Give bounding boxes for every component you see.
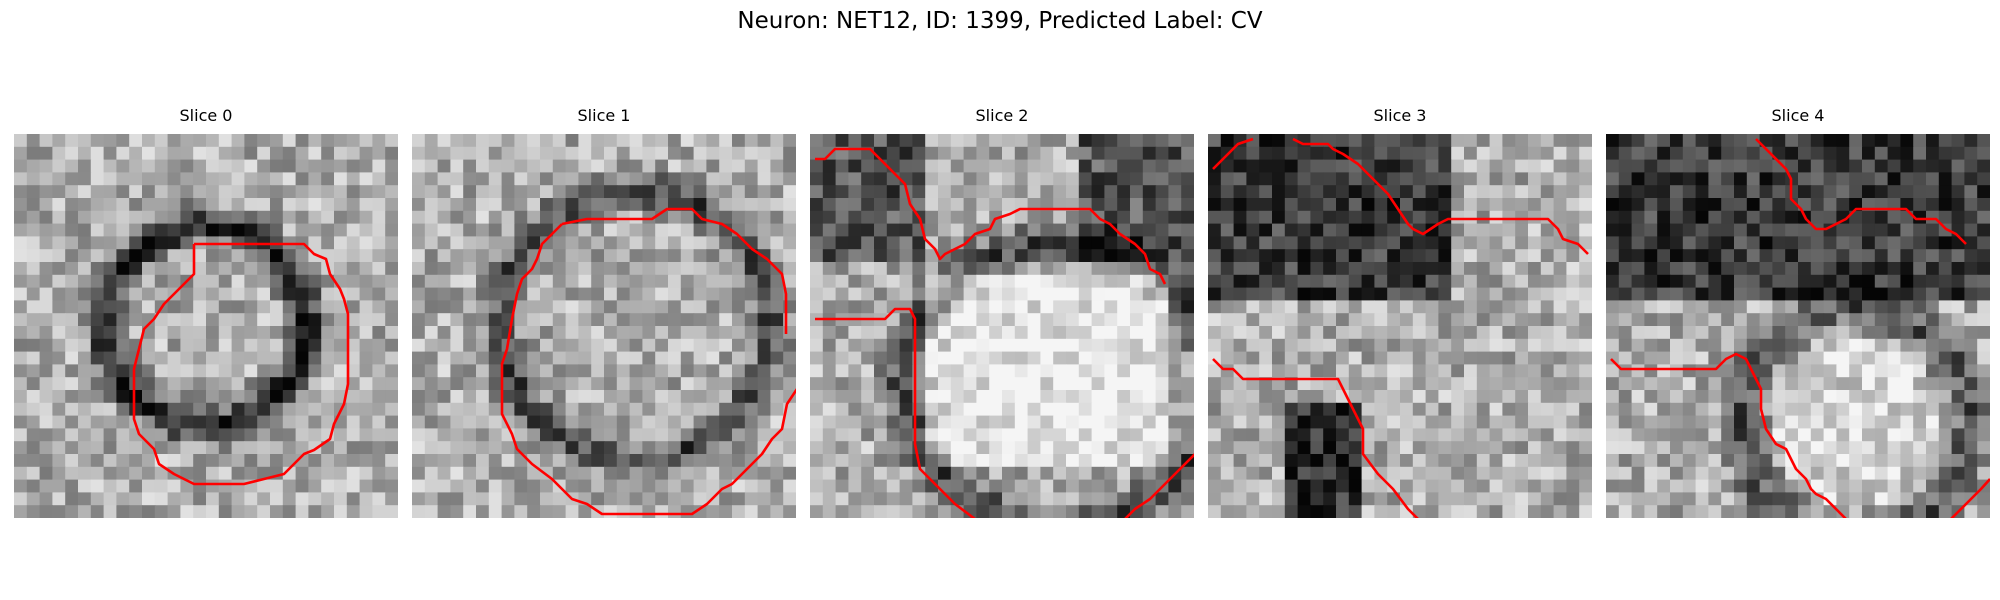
slice-image	[412, 134, 796, 518]
contour-line	[815, 147, 1167, 285]
slice-image	[1208, 134, 1592, 518]
slice-image	[810, 134, 1194, 518]
slice-panel-3: Slice 3	[1208, 106, 1592, 518]
contour-line	[1212, 137, 1254, 170]
contour-line	[1212, 358, 1419, 518]
contour-line	[132, 242, 350, 486]
slice-title: Slice 1	[577, 106, 631, 125]
slice-title: Slice 4	[1771, 106, 1825, 125]
segmentation-contour	[1212, 137, 1589, 518]
slice-title: Slice 2	[975, 106, 1029, 125]
contour-line	[1124, 453, 1194, 518]
segmentation-contour	[500, 207, 796, 516]
slice-image	[14, 134, 398, 518]
contour-line	[815, 307, 976, 518]
segmentation-contour	[1610, 138, 1990, 518]
contour-line	[500, 223, 796, 516]
slice-image	[1606, 134, 1990, 518]
slice-panel-0: Slice 0	[14, 106, 398, 518]
slice-panel-1: Slice 1	[412, 106, 796, 518]
slice-panel-2: Slice 2	[810, 106, 1194, 518]
segmentation-contour	[132, 242, 350, 486]
figure-title: Neuron: NET12, ID: 1399, Predicted Label…	[737, 8, 1263, 34]
slice-title: Slice 3	[1373, 106, 1427, 125]
slice-title: Slice 0	[179, 106, 233, 125]
contour-line	[561, 207, 788, 334]
segmentation-contour	[815, 147, 1194, 518]
contour-line	[1610, 352, 1847, 518]
contour-line	[1755, 138, 1967, 245]
slice-panel-4: Slice 4	[1606, 106, 1990, 518]
contour-line	[1950, 478, 1990, 518]
contour-line	[1292, 137, 1589, 255]
